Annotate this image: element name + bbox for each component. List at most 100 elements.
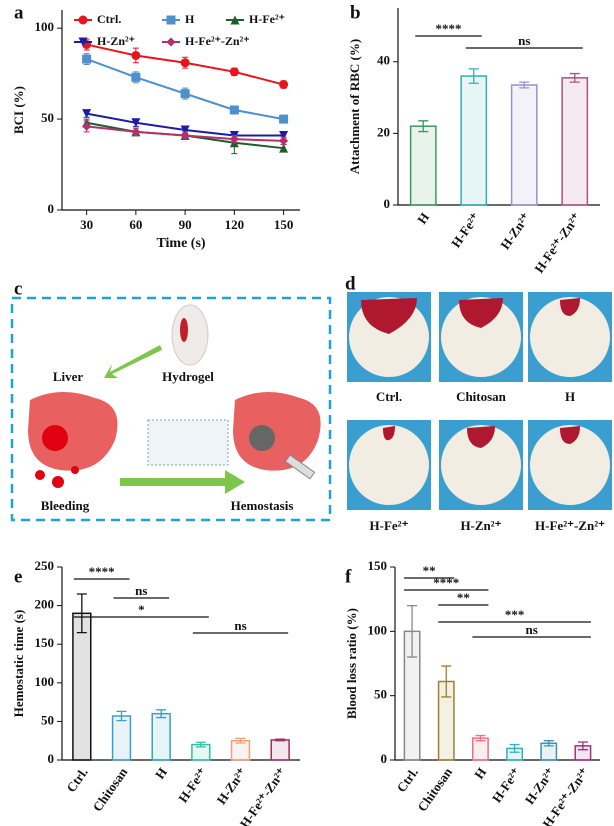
x-tick-label: Chitosan xyxy=(90,764,131,814)
legend-marker xyxy=(230,15,240,25)
bar xyxy=(471,737,489,761)
hydrogel xyxy=(147,419,229,466)
dashed-frame xyxy=(10,296,332,522)
legend-label: Ctrl. xyxy=(97,12,121,26)
error-bar xyxy=(275,738,286,742)
x-tick-label: H xyxy=(471,765,489,782)
error-bar xyxy=(418,120,429,133)
y-axis-label: Hemostatic time (s) xyxy=(11,610,26,718)
drop xyxy=(52,476,64,488)
diagram-label: Hydrogel xyxy=(162,369,214,384)
x-tick-label: Ctrl. xyxy=(394,765,421,795)
legend-label: H xyxy=(185,12,195,26)
error-bar xyxy=(156,709,167,719)
liver xyxy=(233,391,321,471)
x-tick-label: Chitosan xyxy=(414,764,455,814)
significance-label: **** xyxy=(433,575,459,590)
x-tick-label: H-Zn²⁺ xyxy=(497,210,533,252)
x-tick-label: H-Fe²⁺-Zn²⁺ xyxy=(531,210,583,276)
error-bar xyxy=(195,741,206,748)
marker xyxy=(279,143,289,153)
y-axis-label: Attachment of RBC (%) xyxy=(347,39,362,174)
error-bar xyxy=(441,665,452,698)
blood-stain xyxy=(459,298,503,328)
filter-paper xyxy=(530,297,610,377)
marker xyxy=(229,105,239,115)
error-bar xyxy=(468,68,479,84)
error-bar xyxy=(116,710,127,722)
marker xyxy=(180,125,190,135)
wound xyxy=(180,318,188,342)
x-tick-label: H xyxy=(152,765,170,782)
photo-label: H xyxy=(565,389,575,404)
y-tick-label: 20 xyxy=(377,124,390,139)
x-tick-label: 90 xyxy=(179,217,192,232)
marker xyxy=(279,136,289,146)
marker xyxy=(131,118,141,128)
y-tick-label: 50 xyxy=(41,712,54,727)
y-axis-label: BCI (%) xyxy=(11,86,26,134)
y-tick-label: 200 xyxy=(35,597,55,612)
legend-label: H-Zn²⁺ xyxy=(97,34,135,48)
significance-label: *** xyxy=(505,607,525,622)
y-tick-label: 100 xyxy=(35,674,55,689)
significance-label: **** xyxy=(89,564,115,579)
marker xyxy=(131,50,141,60)
bar xyxy=(561,77,589,206)
marker xyxy=(131,127,141,137)
error-bar xyxy=(519,81,530,89)
marker xyxy=(180,58,190,68)
filter-paper xyxy=(349,425,429,505)
marker xyxy=(229,134,239,144)
y-tick-label: 40 xyxy=(377,53,390,68)
photo-label: Chitosan xyxy=(456,389,507,404)
error-bar xyxy=(407,604,418,658)
significance-label: ns xyxy=(234,618,246,633)
filter-paper xyxy=(530,425,610,505)
x-tick-label: H-Zn²⁺ xyxy=(214,765,250,807)
axes xyxy=(394,567,600,761)
legend-marker xyxy=(78,37,88,47)
x-tick-label: H-Fe²⁺ xyxy=(175,765,210,806)
significance-label: ns xyxy=(518,33,530,48)
x-tick-label: H-Zn²⁺ xyxy=(522,765,558,807)
x-tick-label: H xyxy=(414,210,432,227)
error-bar xyxy=(569,72,580,83)
drop xyxy=(35,470,45,480)
y-tick-label: 100 xyxy=(368,622,388,637)
filter-paper xyxy=(441,425,521,505)
y-tick-label: 150 xyxy=(368,558,388,573)
blood-stain xyxy=(361,298,417,334)
legend-marker xyxy=(166,15,176,25)
wound xyxy=(42,425,68,451)
blood-stain xyxy=(560,298,580,316)
x-tick-label: 60 xyxy=(129,217,142,232)
marker xyxy=(82,121,92,131)
sealed-wound xyxy=(249,425,275,451)
blood-stain xyxy=(560,426,580,444)
significance-label: ** xyxy=(423,563,436,578)
panel-label: d xyxy=(345,273,356,294)
diagram xyxy=(10,296,332,522)
significance-label: ns xyxy=(135,583,147,598)
photo-label: H-Fe²⁺-Zn²⁺ xyxy=(535,518,605,533)
panel-label: c xyxy=(14,278,22,299)
error-bar xyxy=(235,737,246,744)
significance-label: * xyxy=(138,602,145,617)
y-tick-label: 50 xyxy=(374,687,387,702)
y-axis-label: Blood loss ratio (%) xyxy=(344,608,359,719)
bar xyxy=(510,84,538,206)
marker xyxy=(279,114,289,124)
bar xyxy=(72,612,92,761)
y-tick-label: 100 xyxy=(35,19,55,34)
panel-label: a xyxy=(14,2,24,23)
x-tick-label: H-Fe²⁺ xyxy=(448,210,483,251)
x-tick-label: 150 xyxy=(274,217,294,232)
marker xyxy=(131,72,141,82)
x-axis-label: Time (s) xyxy=(156,236,205,251)
axes xyxy=(61,567,300,761)
error-bar xyxy=(577,741,588,751)
arrow xyxy=(104,345,162,378)
marker xyxy=(279,80,289,90)
